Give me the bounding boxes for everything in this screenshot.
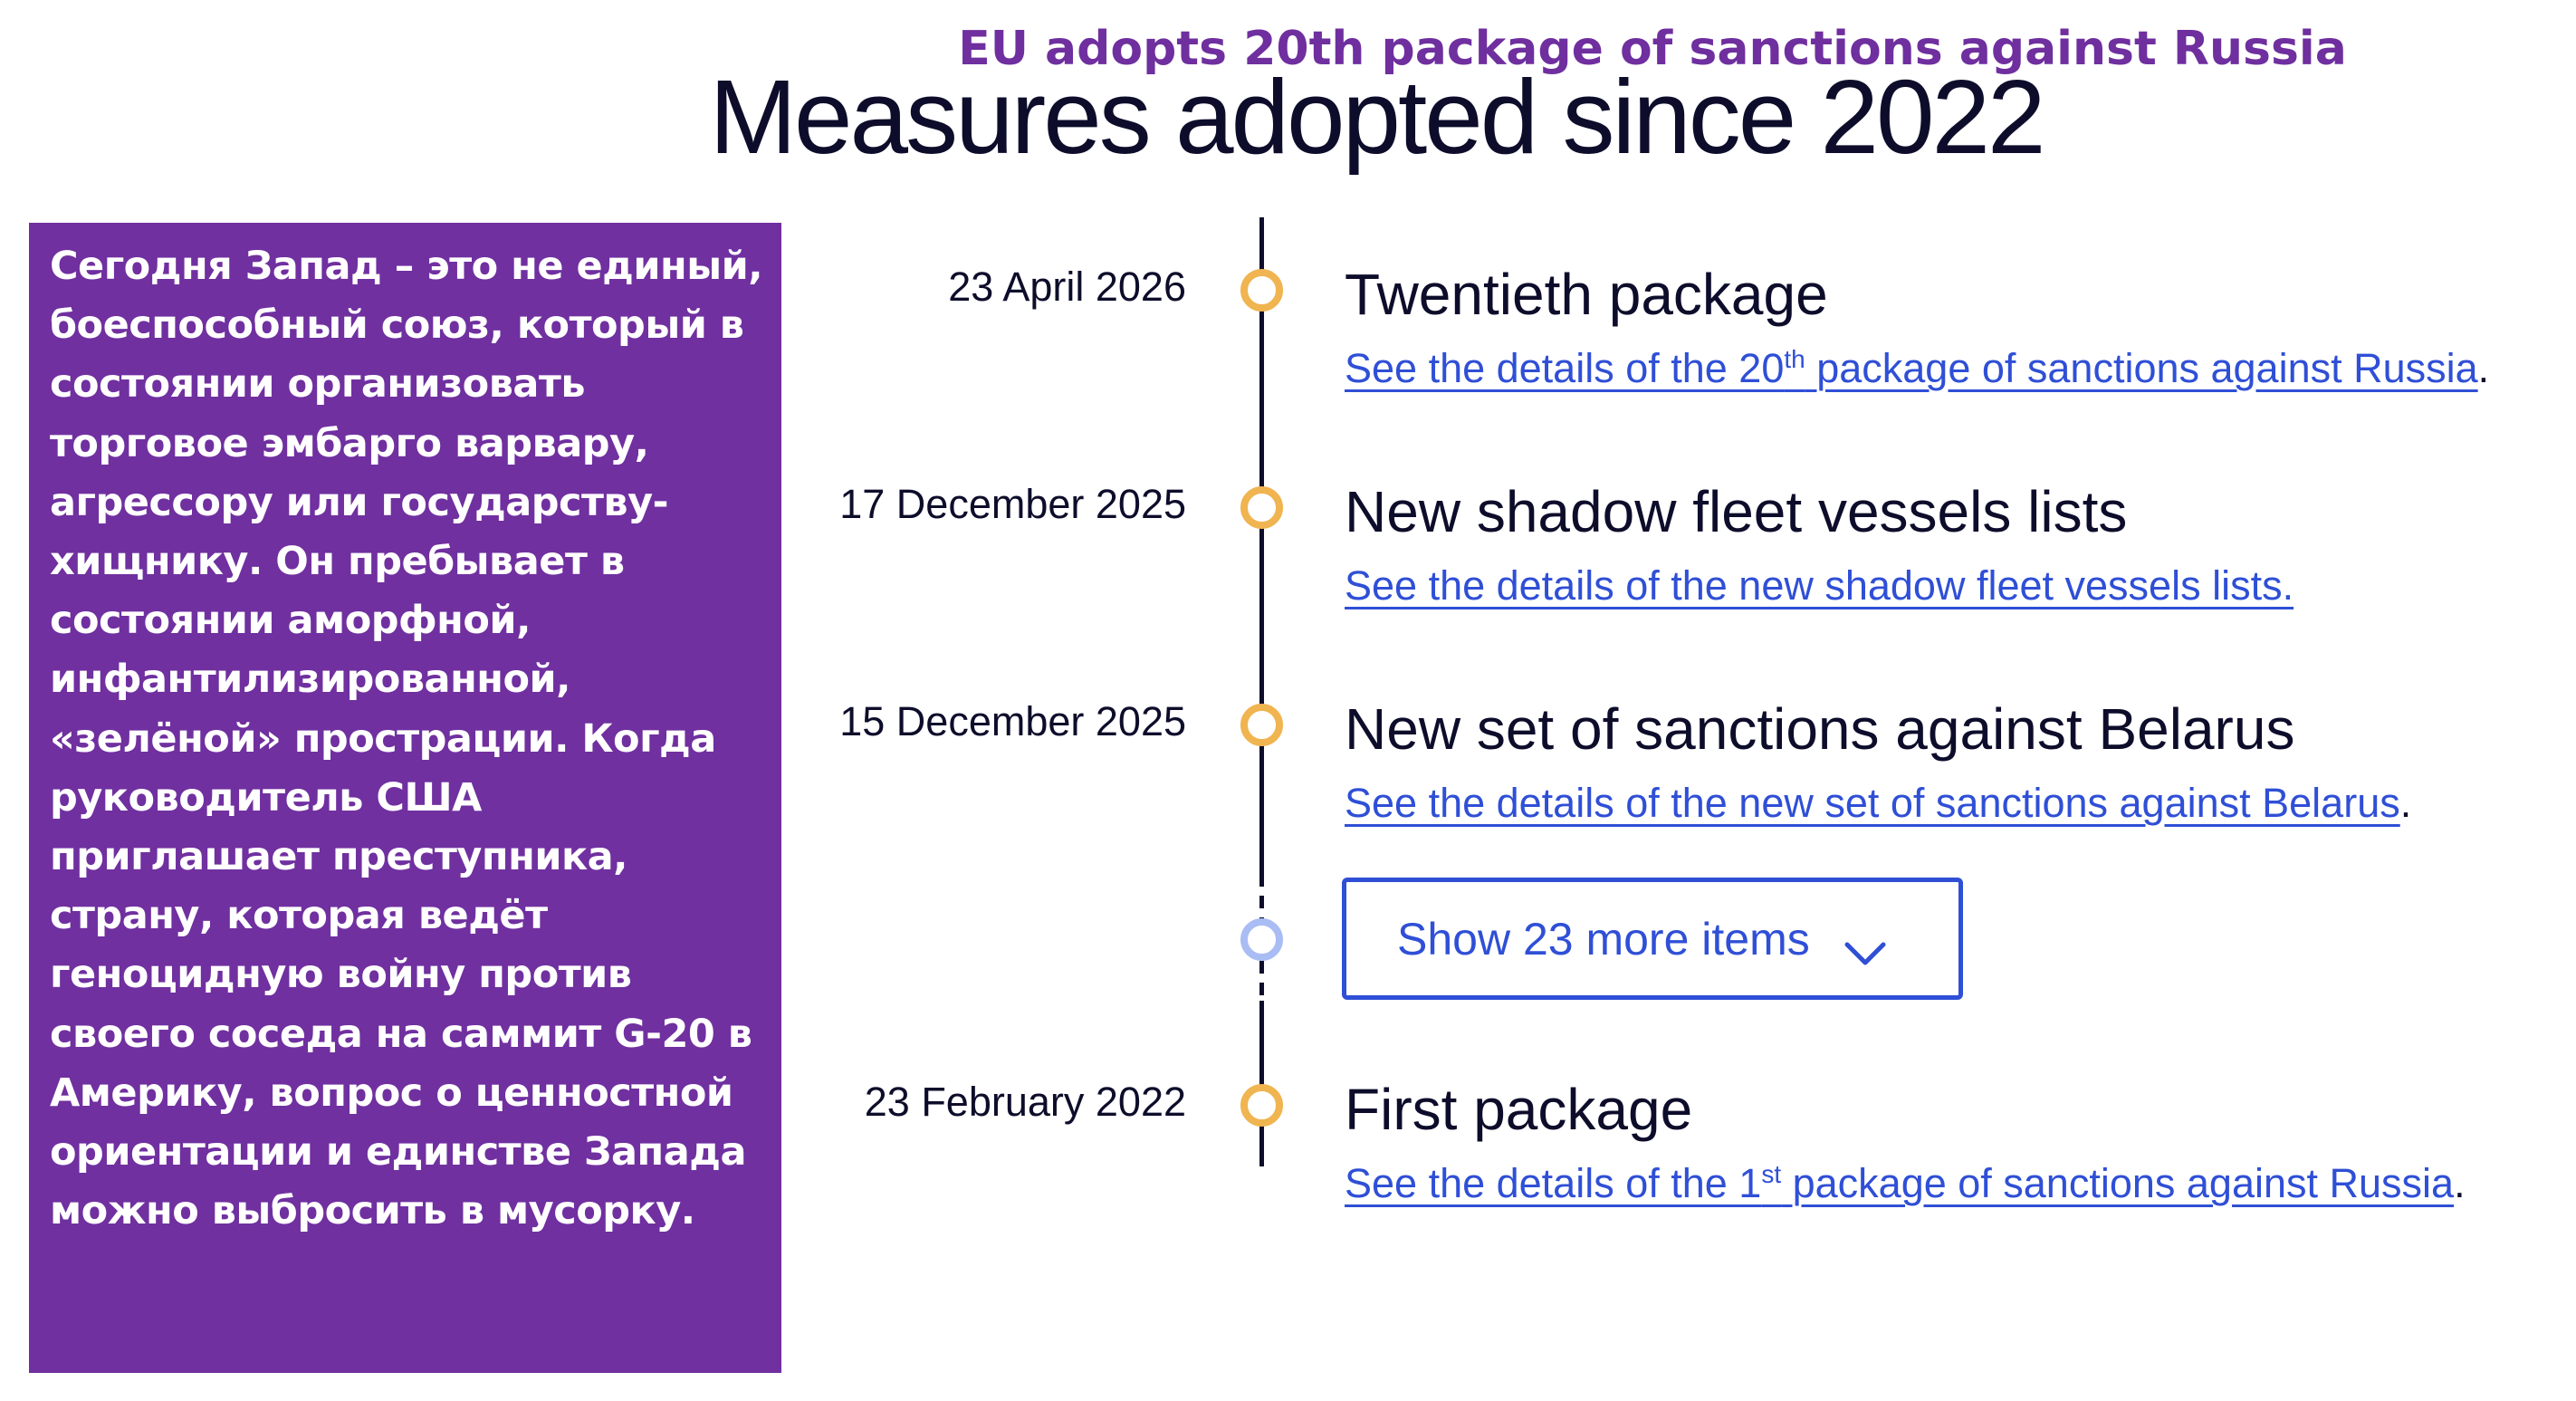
chevron-down-icon (1844, 926, 1886, 964)
event-date: 15 December 2025 (839, 698, 1186, 744)
link-text: See the details of the new shadow fleet … (1345, 562, 2294, 609)
link-text: See the details of the 1 (1345, 1160, 1762, 1206)
event-date: 23 February 2022 (864, 1079, 1186, 1125)
headline: EU adopts 20th package of sanctions agai… (958, 22, 2347, 76)
event-link-line: See the details of the new set of sancti… (1345, 780, 2411, 827)
link-trailing-period: . (2454, 1160, 2466, 1206)
event-title: First package (1345, 1077, 1693, 1142)
timeline-marker (1240, 486, 1283, 529)
page-title: Measures adopted since 2022 (709, 58, 2045, 176)
quote-box: Сегодня Запад – это не единый, боеспособ… (29, 223, 781, 1373)
event-title: New shadow fleet vessels lists (1345, 479, 2128, 544)
timeline-marker (1240, 269, 1283, 312)
show-more-button[interactable]: Show 23 more items (1342, 878, 1963, 1000)
link-text: See the details of the 20 (1345, 345, 1785, 391)
link-superscript: st (1761, 1160, 1782, 1188)
event-title: New set of sanctions against Belarus (1345, 696, 2295, 762)
event-date: 23 April 2026 (948, 264, 1186, 310)
event-details-link[interactable]: See the details of the new shadow fleet … (1345, 562, 2294, 609)
timeline-line-bottom (1259, 1001, 1264, 1166)
event-link-line: See the details of the new shadow fleet … (1345, 562, 2294, 609)
event-title: Twentieth package (1345, 262, 1828, 327)
event-details-link[interactable]: See the details of the new set of sancti… (1345, 780, 2400, 826)
timeline-line (1259, 217, 1264, 874)
link-text: See the details of the new set of sancti… (1345, 780, 2400, 826)
show-more-marker (1240, 918, 1283, 961)
link-text-end: package of sanctions against Russia (1805, 345, 2478, 391)
event-details-link[interactable]: See the details of the 20th package of s… (1345, 345, 2478, 391)
link-trailing-period: . (2399, 780, 2412, 826)
event-date: 17 December 2025 (839, 481, 1186, 527)
quote-text: Сегодня Запад – это не единый, боеспособ… (50, 244, 763, 1234)
event-link-line: See the details of the 20th package of s… (1345, 345, 2489, 392)
event-link-line: See the details of the 1st package of sa… (1345, 1160, 2466, 1207)
link-text-end: package of sanctions against Russia (1781, 1160, 2455, 1206)
link-trailing-period: . (2477, 345, 2490, 391)
show-more-label: Show 23 more items (1397, 913, 1810, 964)
link-superscript: th (1784, 345, 1805, 373)
timeline-marker (1240, 704, 1283, 746)
event-details-link[interactable]: See the details of the 1st package of sa… (1345, 1160, 2454, 1206)
timeline-marker (1240, 1084, 1283, 1127)
